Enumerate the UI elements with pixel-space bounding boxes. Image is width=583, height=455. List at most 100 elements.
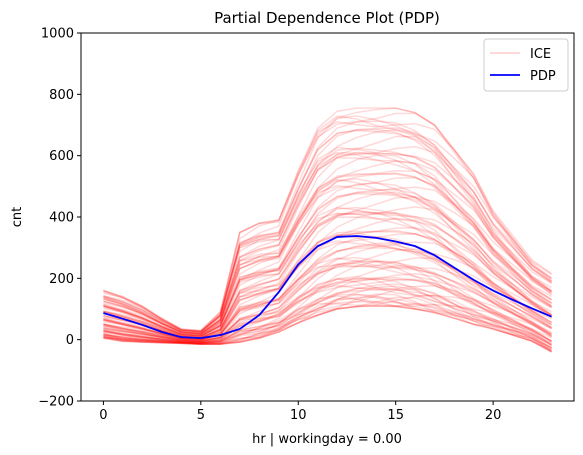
ice-line [103, 248, 552, 342]
ice-line [103, 283, 552, 345]
ice-line [103, 277, 552, 344]
ice-line [103, 191, 552, 338]
legend-pdp-label: PDP [530, 69, 556, 84]
ice-line [103, 294, 552, 353]
ice-line [103, 107, 552, 332]
ice-line [103, 184, 553, 337]
x-tick-label: 20 [485, 408, 502, 423]
ice-line [103, 127, 553, 333]
ice-line [103, 188, 552, 337]
ice-line [103, 257, 552, 343]
legend-ice-label: ICE [530, 47, 551, 62]
ice-line [103, 259, 552, 342]
x-axis-label: hr | workingday = 0.00 [252, 432, 402, 447]
ice-line [103, 287, 552, 349]
ice-line [103, 135, 552, 334]
x-axis: 0 5 10 15 20 [99, 401, 501, 423]
ice-line [103, 293, 552, 348]
ice-line [103, 284, 552, 347]
plot-background [81, 33, 574, 401]
ice-line [103, 262, 553, 343]
ice-line [103, 285, 552, 346]
ice-line [103, 206, 553, 339]
ice-line [103, 245, 552, 341]
ice-line [103, 278, 552, 344]
x-tick-label: 0 [99, 408, 107, 423]
ice-line [103, 275, 553, 344]
ice-line [103, 182, 552, 337]
ice-line [103, 298, 552, 352]
ice-line [103, 154, 552, 335]
ice-line [103, 172, 552, 336]
ice-line [103, 192, 553, 338]
pdp-line [103, 235, 552, 340]
y-tick-label: 200 [49, 272, 74, 287]
ice-line [103, 121, 553, 333]
ice-line [103, 300, 552, 351]
y-tick-label: 600 [49, 149, 74, 164]
ice-line [103, 278, 553, 346]
ice-line [103, 191, 552, 338]
x-tick-label: 10 [290, 408, 307, 423]
ice-line [103, 160, 552, 336]
ice-line [103, 120, 553, 333]
ice-line [103, 305, 552, 353]
ice-line [103, 244, 552, 341]
legend-box [483, 38, 569, 92]
ice-line [103, 233, 553, 341]
ice-line [103, 272, 552, 344]
ice-line [103, 241, 552, 341]
ice-line [103, 296, 552, 352]
y-axis: −200 0 200 400 600 800 1000 [38, 27, 81, 410]
ice-line [103, 152, 553, 335]
ice-line [103, 173, 553, 336]
ice-line [103, 147, 553, 335]
ice-line [103, 157, 553, 335]
ice-line [103, 153, 553, 335]
y-tick-label: 800 [49, 88, 74, 103]
ice-line [103, 264, 552, 343]
ice-line [103, 128, 552, 333]
x-tick-label: 5 [197, 408, 205, 423]
ice-line [103, 265, 552, 343]
ice-line [103, 260, 552, 342]
ice-line [103, 235, 552, 341]
ice-line [103, 178, 553, 337]
ice-line [103, 256, 553, 342]
chart-title: Partial Dependence Plot (PDP) [214, 9, 440, 27]
ice-line [103, 177, 552, 337]
ice-line [103, 169, 552, 336]
ice-line [103, 286, 552, 346]
ice-line [103, 226, 552, 340]
ice-line [103, 260, 552, 342]
y-tick-label: 400 [49, 211, 74, 226]
ice-line [103, 233, 552, 341]
ice-line [103, 293, 552, 350]
ice-line [103, 115, 553, 333]
ice-line [103, 240, 552, 341]
ice-line [103, 305, 552, 353]
ice-line [103, 145, 553, 335]
ice-line [103, 206, 553, 339]
ice-line [103, 115, 553, 333]
ice-line [103, 277, 552, 344]
pdp-series-line [103, 235, 552, 340]
ice-line [103, 295, 553, 352]
y-axis-label: cnt [10, 207, 25, 227]
y-tick-label: −200 [38, 395, 74, 410]
ice-line [103, 178, 553, 337]
legend: ICE PDP [483, 38, 569, 92]
x-tick-label: 15 [387, 408, 404, 423]
ice-line [103, 146, 553, 335]
ice-line [103, 112, 552, 332]
ice-line [103, 129, 553, 333]
ice-line [103, 151, 553, 335]
ice-line [103, 257, 553, 343]
ice-line [103, 128, 553, 333]
ice-line [103, 289, 552, 347]
y-tick-label: 0 [66, 333, 74, 348]
ice-line [103, 276, 552, 344]
ice-line [103, 296, 552, 350]
y-tick-label: 1000 [41, 27, 74, 42]
